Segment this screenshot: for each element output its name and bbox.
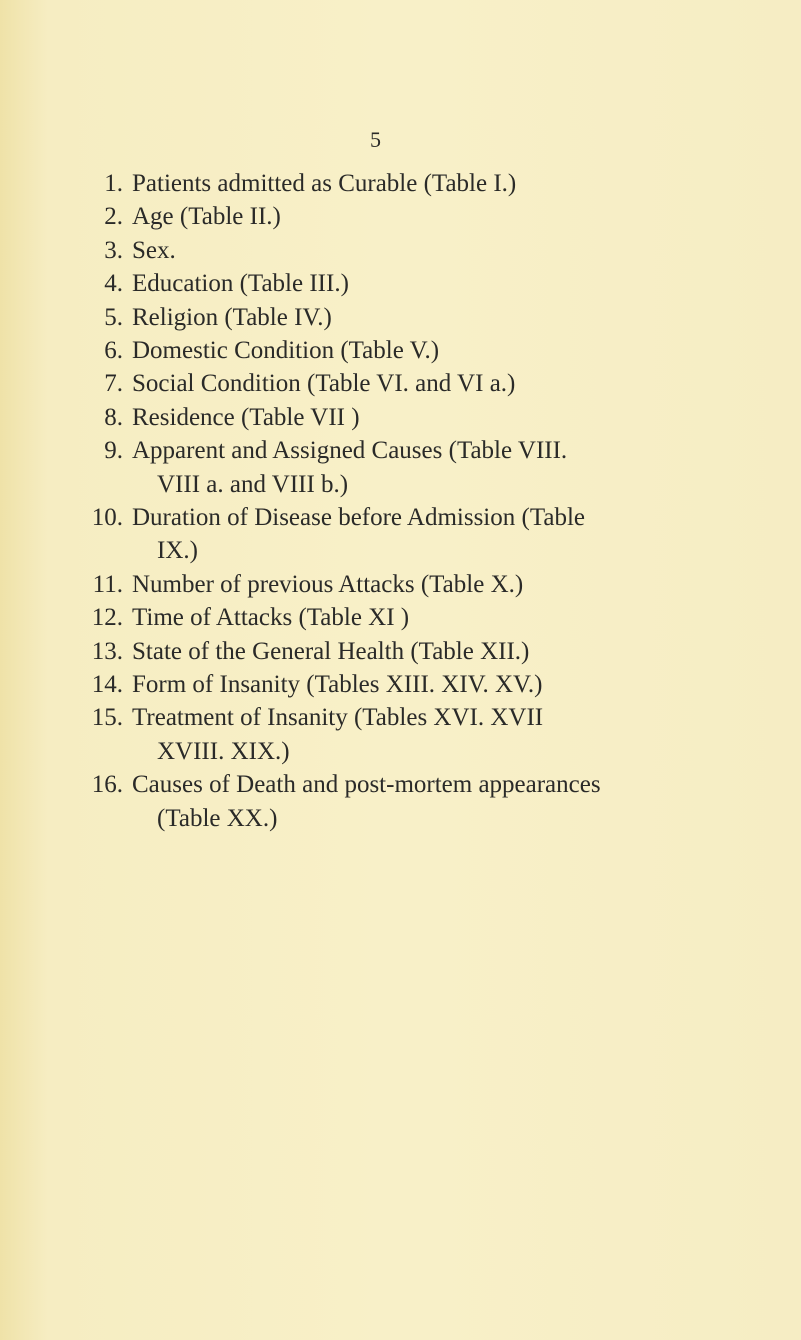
item-text: Treatment of Insanity (Tables XVI. XVII [132, 704, 544, 732]
item-number: 6. [104, 337, 123, 364]
item-number: 13. [91, 637, 123, 665]
item-number: 8. [104, 403, 123, 431]
item-text: Time of Attacks (Table XI ) [132, 604, 410, 632]
item-text: (Table XX.) [157, 804, 278, 832]
item-text: Domestic Condition (Table V.) [132, 337, 440, 364]
item-number: 10. [91, 504, 123, 531]
item-number: 2. [104, 203, 123, 231]
item-text: Patients admitted as Curable (Table I.) [132, 170, 517, 197]
item-text: Education (Table III.) [132, 270, 349, 298]
item-number: 4. [104, 270, 123, 298]
item-text: Age (Table II.) [132, 203, 281, 231]
item-text: Religion (Table IV.) [132, 303, 332, 331]
item-number: 3. [104, 236, 123, 264]
item-number: 7. [104, 370, 123, 398]
item-text: VIII a. and VIII b.) [157, 470, 349, 498]
item-text: Sex. [132, 236, 176, 264]
item-text: XVIII. XIX.) [157, 737, 290, 765]
item-number: 15. [91, 704, 123, 732]
item-text: Form of Insanity (Tables XIII. XIV. XV.) [132, 671, 543, 698]
item-text: Residence (Table VII ) [132, 403, 360, 431]
item-text: Causes of Death and post-mortem appearan… [132, 771, 601, 799]
item-number: 11. [92, 570, 123, 598]
item-number: 16. [91, 771, 123, 799]
item-text: Duration of Disease before Admission (Ta… [132, 504, 585, 531]
page-number: 5 [370, 127, 381, 152]
item-number: 9. [104, 437, 123, 465]
item-text: State of the General Health (Table XII.) [132, 637, 530, 665]
item-number: 12. [91, 604, 123, 632]
item-text: Social Condition (Table VI. and VI a.) [132, 370, 516, 398]
item-number: 14. [91, 671, 123, 698]
item-number: 1. [104, 170, 123, 197]
item-text: Number of previous Attacks (Table X.) [132, 570, 524, 598]
item-number: 5. [104, 303, 123, 331]
item-text: Apparent and Assigned Causes (Table VIII… [132, 437, 568, 465]
item-text: IX.) [157, 537, 198, 565]
